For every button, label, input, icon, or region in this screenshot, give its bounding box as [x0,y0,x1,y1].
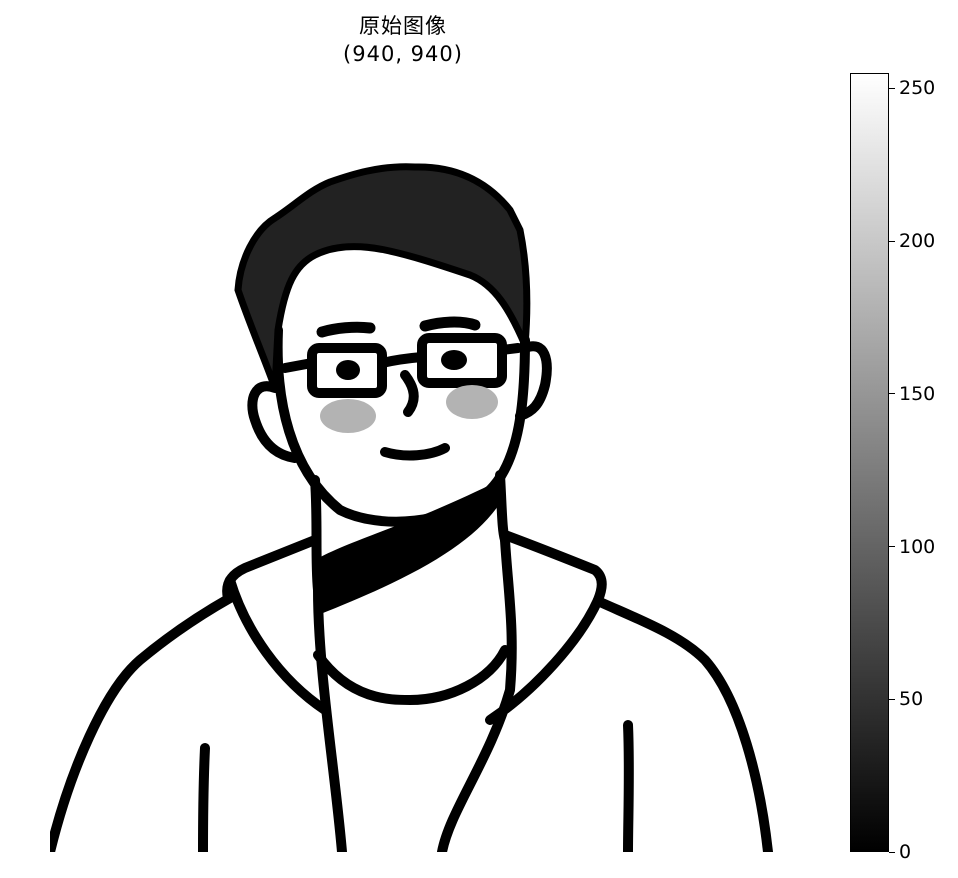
glasses-bridge [377,352,427,368]
colorbar-tick-mark [889,698,895,700]
hood-left-top [222,535,320,603]
colorbar-tick-mark [889,87,895,89]
ear-left [247,381,300,463]
hoodie-left-shoulder [50,593,235,852]
chart-title-block: 原始图像 (940, 940) [303,12,503,68]
colorbar-tick-mark [889,851,895,853]
colorbar-tick-label: 200 [899,230,936,253]
grayscale-image [50,70,780,852]
line-art-portrait-icon [50,163,773,852]
zipper-left [313,585,347,852]
colorbar-tick-label: 150 [899,382,936,405]
eyebrow-right [419,316,481,332]
colorbar-tick-label: 0 [899,841,912,863]
face-outline [272,325,530,527]
colorbar-tick-mark [889,546,895,547]
eyebrow-left [316,321,376,338]
ear-right [515,341,552,421]
chart-subtitle: (940, 940) [343,42,463,66]
glasses-left-lens [307,343,387,398]
shirt-collar [313,645,510,705]
colorbar [850,73,889,852]
hood-right-top [500,530,607,605]
hoodie-right-shoulder [595,597,773,852]
neck-shadow [315,480,505,615]
chart-title: 原始图像 [359,14,447,38]
hair [234,163,531,390]
colorbar-tick-label: 100 [899,535,936,558]
hood-left-inner [225,575,330,715]
arm-line-right [623,720,634,852]
colorbar-tick-mark [889,393,895,395]
cheek-left [320,399,376,433]
colorbar-tick-label: 50 [899,688,924,711]
zipper-right [437,535,517,852]
colorbar-tick-mark [889,240,895,242]
pupil-left [336,360,360,380]
arm-line-left [198,743,210,852]
cheek-right [446,385,498,419]
glasses-temple-right [497,343,523,355]
glasses-temple-left [280,358,317,373]
colorbar-tick-label: 250 [899,77,936,100]
pupil-right [441,350,467,370]
nose [400,370,419,417]
mouth [380,443,450,461]
